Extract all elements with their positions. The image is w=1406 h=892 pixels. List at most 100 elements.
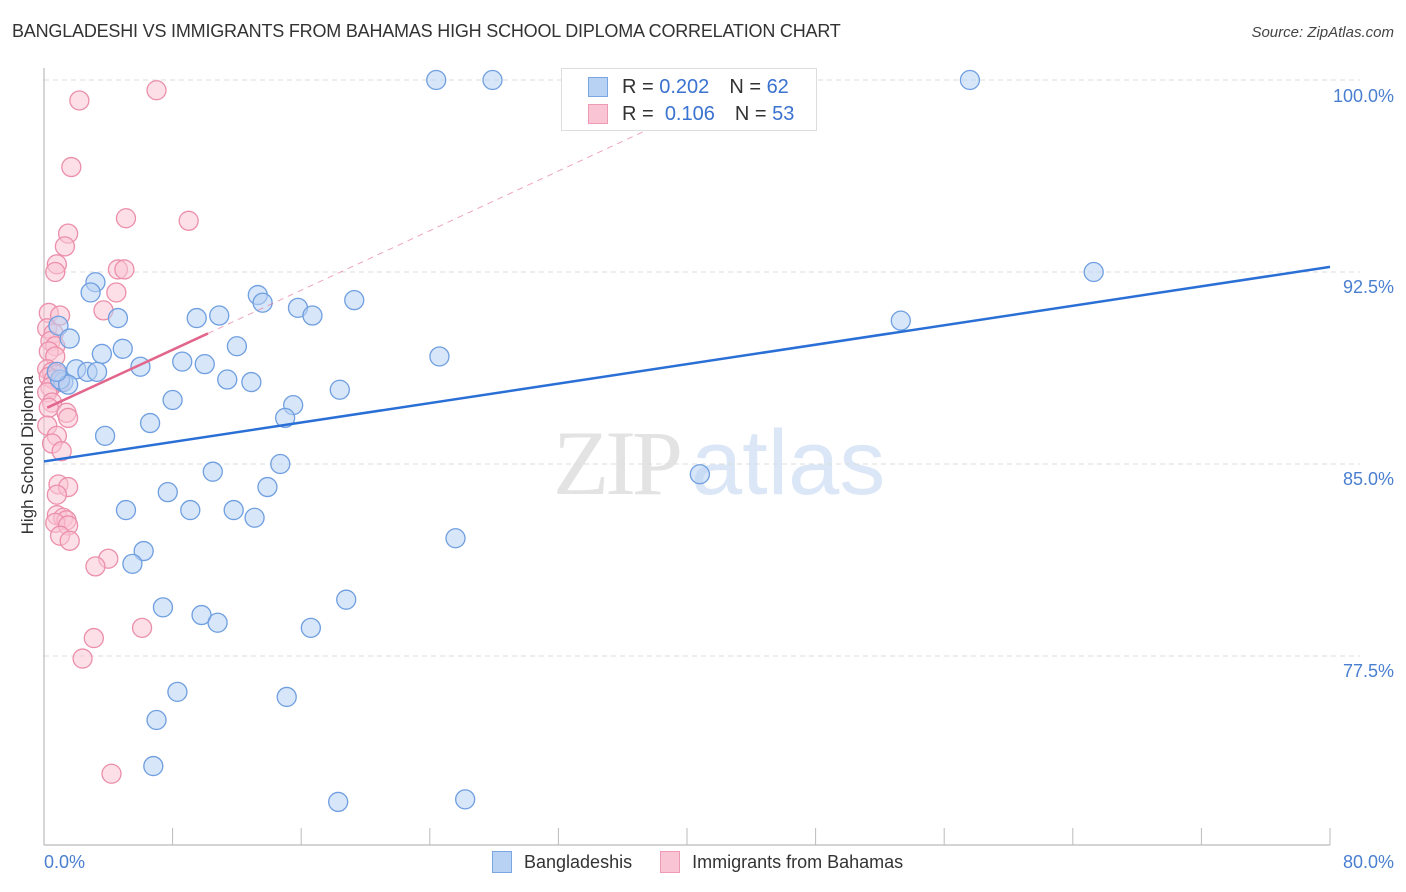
data-point — [57, 407, 79, 429]
data-point — [69, 90, 90, 111]
data-point — [252, 292, 273, 313]
data-point — [80, 282, 101, 303]
data-point — [162, 389, 183, 411]
y-tick-77-5: 77.5% — [1342, 661, 1394, 681]
data-point — [178, 210, 199, 231]
data-point — [270, 453, 291, 475]
data-point — [146, 709, 167, 731]
data-point — [1083, 261, 1104, 283]
axes — [43, 68, 1331, 846]
legend-row-bangladeshis: R = 0.202 N = 62 — [588, 76, 789, 98]
data-point — [244, 507, 265, 528]
legend-swatch-pink — [660, 851, 681, 873]
legend-row-bahamas: R = 0.106 N = 53 — [588, 103, 794, 125]
legend-label: Immigrants from Bahamas — [692, 851, 904, 872]
data-point — [344, 290, 365, 311]
source-label: Source: ZipAtlas.com — [1251, 24, 1394, 41]
x-tick-80: 80.0% — [1342, 852, 1394, 872]
data-point — [157, 482, 178, 503]
data-point — [329, 379, 350, 400]
data-point — [115, 499, 137, 521]
r-value: 0.202 — [659, 75, 710, 98]
data-point — [302, 305, 323, 326]
data-point — [455, 789, 476, 810]
data-point — [276, 686, 297, 708]
trend-lines — [43, 128, 1331, 463]
n-label: N = — [734, 102, 767, 125]
bahamas-trend-line — [46, 332, 209, 409]
data-point — [241, 371, 262, 393]
data-point — [959, 69, 981, 91]
legend-swatch-blue — [588, 77, 608, 97]
data-point — [209, 305, 230, 326]
bangladeshis-trend-line — [43, 265, 1331, 463]
data-point — [152, 597, 174, 618]
data-point — [207, 612, 228, 633]
data-point — [61, 156, 82, 178]
data-point — [202, 461, 223, 482]
r-value: 0.106 — [664, 102, 715, 125]
data-point — [426, 69, 447, 91]
bahamas-trend-extension — [207, 128, 651, 334]
data-point — [167, 681, 188, 702]
gridlines — [44, 79, 1360, 657]
data-point — [300, 617, 321, 638]
series-immigrants-from-bahamas — [37, 80, 199, 784]
data-point — [59, 328, 80, 349]
data-point — [890, 310, 911, 331]
data-point — [85, 556, 106, 577]
series-bangladeshis — [46, 69, 1104, 813]
correlation-legend: R = 0.202 N = 62 R = 0.106 N = 53 — [561, 68, 817, 131]
data-point — [83, 627, 104, 649]
legend-swatch-pink — [588, 104, 608, 124]
data-point — [106, 282, 127, 303]
y-tick-100: 100.0% — [1332, 86, 1394, 106]
n-value: 62 — [766, 75, 789, 98]
series-legend: Bangladeshis Immigrants from Bahamas — [492, 851, 931, 873]
data-point — [133, 540, 154, 562]
data-point — [328, 791, 349, 813]
r-label: R = — [622, 75, 654, 98]
data-point — [51, 441, 72, 462]
legend-label: Bangladeshis — [524, 851, 633, 872]
data-point — [172, 351, 193, 372]
y-tick-92-5: 92.5% — [1342, 277, 1394, 297]
data-point — [48, 315, 69, 336]
data-point — [689, 464, 711, 485]
data-point — [54, 236, 76, 257]
data-point — [274, 407, 296, 429]
data-point — [46, 484, 68, 505]
legend-swatch-blue — [492, 851, 512, 873]
data-point — [114, 259, 135, 280]
data-point — [482, 69, 503, 91]
y-tick-85: 85.0% — [1342, 469, 1394, 489]
legend-item-bahamas: Immigrants from Bahamas — [660, 851, 903, 873]
data-point — [122, 553, 143, 574]
data-point — [429, 346, 450, 367]
data-point — [186, 307, 207, 329]
data-point — [180, 499, 201, 521]
data-point — [101, 763, 122, 784]
data-point — [59, 530, 80, 551]
data-point — [46, 361, 68, 382]
x-tick-0: 0.0% — [44, 852, 86, 872]
data-point — [86, 361, 108, 382]
r-label: R = — [622, 102, 654, 125]
chart-title: BANGLADESHI VS IMMIGRANTS FROM BAHAMAS H… — [12, 21, 841, 41]
n-value: 53 — [772, 102, 795, 125]
data-point — [112, 338, 133, 359]
data-point — [257, 476, 278, 498]
legend-item-bangladeshis: Bangladeshis — [492, 851, 632, 873]
data-point — [131, 617, 153, 638]
data-point — [72, 648, 93, 669]
y-axis-label: High School Diploma — [18, 375, 37, 535]
data-point — [336, 589, 357, 610]
data-point — [445, 528, 466, 549]
data-point — [91, 343, 113, 365]
data-point — [94, 425, 116, 446]
data-point — [226, 336, 248, 357]
data-point — [194, 354, 215, 375]
data-point — [45, 261, 66, 283]
data-point — [139, 412, 161, 434]
